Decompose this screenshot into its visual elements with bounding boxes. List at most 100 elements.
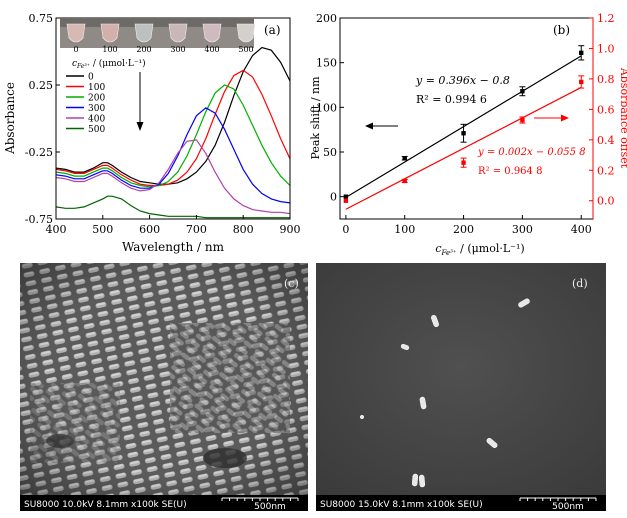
x-tick-label: 400 — [571, 223, 592, 236]
tube-photo-tubes — [66, 23, 256, 43]
red-fit-r2: R² = 0.964 8 — [478, 166, 542, 177]
sem-c-info-bar: SU8000 10.0kV 8.1mm x100k SE(U) 500nm — [20, 495, 308, 511]
sem-c-scale-text: 500nm — [254, 502, 286, 511]
panel-d-tag: (d) — [572, 277, 588, 290]
data-point-right — [520, 117, 525, 123]
panel-a-curves — [55, 46, 291, 219]
absorbance-curve-200 — [55, 84, 291, 188]
left-y-tick-label: 150 — [316, 57, 337, 70]
left-y-tick-label: 200 — [316, 12, 337, 25]
scale-bar-d — [519, 497, 597, 501]
sem-c-info-text: SU8000 10.0kV 8.1mm x100k SE(U) — [24, 500, 187, 510]
tube-photo-labels: 0 100 200 300 400 500 — [73, 45, 253, 54]
data-point-left — [461, 131, 466, 136]
x-tick-label: 100 — [394, 223, 415, 236]
right-y-tick-label: 0.0 — [597, 195, 615, 208]
panel-c-sem-image: (c) SU8000 10.0kV 8.1mm x100k SE(U) 500n… — [20, 263, 308, 511]
panel-b-left-y-ticks: 0 50 100 150 200 — [316, 12, 344, 204]
panel-b-right-y-ticks: 0.0 0.2 0.4 0.6 0.8 1.0 1.2 — [589, 12, 615, 219]
black-fit-equation: y = 0.396x − 0.8 — [415, 74, 510, 87]
panel-b-xlabel-sub: Fe³⁺ — [441, 249, 457, 257]
tube-label-200: 200 — [136, 45, 151, 54]
x-tick-label: 0 — [342, 223, 349, 236]
data-point-left — [402, 156, 407, 161]
left-axis-arrow-icon — [365, 122, 398, 130]
panel-a-y-ticks: -0.75 -0.25 0.25 0.75 — [25, 12, 60, 226]
right-y-tick-label: 0.8 — [597, 73, 615, 86]
tube-400 — [202, 23, 222, 43]
absorbance-curve-300 — [55, 107, 291, 204]
sem-d-background — [316, 263, 606, 495]
panel-b-ylabel-right: Absorbance offset — [618, 67, 627, 169]
left-y-tick-label: 100 — [316, 101, 337, 114]
x-tick-label: 400 — [46, 223, 67, 236]
tube-500 — [236, 23, 256, 43]
data-point-right — [402, 178, 407, 184]
data-point-left — [343, 194, 349, 199]
right-y-tick-label: 0.2 — [597, 164, 615, 177]
y-tick-label: 0.25 — [29, 79, 54, 92]
panel-a-ylabel: Absorbance — [3, 82, 17, 155]
legend-title-sub: Fe³⁺ — [76, 63, 90, 70]
data-point-right — [579, 79, 584, 85]
panel-b-xlabel-unit: / (μmol·L⁻¹) — [457, 242, 525, 255]
right-y-tick-label: 1.0 — [597, 42, 615, 55]
panel-d-sem-image: (d) SU8000 15.0kV 8.1mm x100k SE(U) 500n… — [316, 263, 606, 511]
right-y-tick-label: 0.6 — [597, 103, 615, 116]
tube-0 — [66, 23, 86, 43]
x-tick-label: 500 — [92, 223, 113, 236]
panel-b-x-ticks: 0 100 200 300 400 — [342, 215, 592, 236]
y-tick-label: -0.25 — [25, 146, 53, 159]
absorbance-curve-100 — [55, 69, 291, 187]
data-point-left — [579, 50, 584, 56]
data-point-right — [461, 160, 466, 165]
tube-200 — [134, 23, 154, 43]
legend-label-200: 200 — [88, 94, 105, 104]
left-y-tick-label: 50 — [323, 146, 337, 159]
legend-title: cFe³⁺ / (μmol·L⁻¹) — [72, 58, 146, 70]
left-y-tick-label: 0 — [330, 191, 337, 204]
x-tick-label: 700 — [186, 223, 207, 236]
panel-b-ylabel-left: Peak shift / nm — [310, 76, 322, 160]
scale-bar-c — [221, 497, 299, 501]
y-tick-label: -0.75 — [25, 213, 53, 226]
legend-label-400: 400 — [88, 115, 105, 125]
tube-photo-inset: 0 100 200 300 400 500 — [60, 18, 256, 54]
sem-d-scale-text: 500nm — [552, 502, 584, 511]
down-arrow-icon — [136, 72, 144, 131]
sem-d-info-bar: SU8000 15.0kV 8.1mm x100k SE(U) 500nm — [316, 495, 606, 511]
panel-a-absorbance-chart: 400 500 600 700 800 900 -0.75-0.250.250.75 Wa… — [3, 12, 301, 254]
sem-d-info-text: SU8000 15.0kV 8.1mm x100k SE(U) — [320, 500, 483, 510]
right-y-tick-label: 1.2 — [597, 12, 615, 25]
panel-b-tag: (b) — [553, 23, 570, 37]
data-point-right — [343, 198, 349, 203]
tube-label-0: 0 — [73, 45, 78, 54]
panel-b-points — [343, 45, 585, 203]
tube-300 — [168, 23, 188, 43]
tube-label-100: 100 — [102, 45, 117, 54]
tube-label-500: 500 — [238, 45, 253, 54]
x-tick-label: 900 — [280, 223, 301, 236]
y-tick-label: 0.75 — [29, 12, 54, 25]
panel-a-xlabel: Wavelength / nm — [122, 240, 225, 254]
absorbance-curve-500 — [55, 195, 290, 219]
absorbance-curve-400 — [55, 139, 291, 215]
x-tick-label: 200 — [453, 223, 474, 236]
x-tick-label: 300 — [512, 223, 533, 236]
red-fit-equation: y = 0.002x − 0.055 8 — [477, 147, 586, 158]
black-fit-r2: R² = 0.994 6 — [416, 93, 487, 106]
legend-label-0: 0 — [88, 73, 94, 83]
right-y-tick-label: 0.4 — [597, 134, 615, 147]
legend-title-unit: / (μmol·L⁻¹) — [90, 58, 146, 69]
panel-b-xlabel: cFe³⁺ / (μmol·L⁻¹) — [435, 242, 524, 257]
legend-title-c: c — [72, 59, 77, 69]
legend-label-500: 500 — [88, 125, 105, 135]
panel-a-tag: (a) — [264, 23, 281, 37]
sem-d-nanorods — [359, 298, 530, 488]
fit-line-right — [345, 86, 582, 210]
legend-label-100: 100 — [88, 83, 105, 93]
tube-label-400: 400 — [204, 45, 219, 54]
panel-b-xlabel-c: c — [435, 242, 441, 255]
